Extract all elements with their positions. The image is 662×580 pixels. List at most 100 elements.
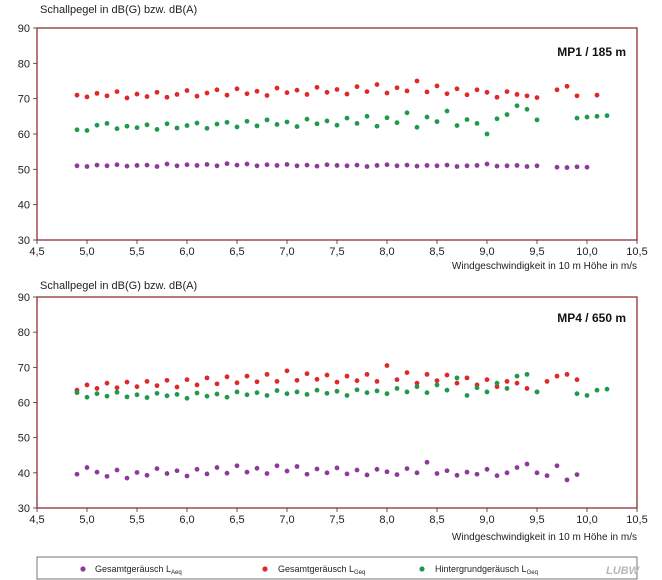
data-point <box>114 89 120 94</box>
data-point <box>374 123 380 129</box>
data-point <box>414 124 420 130</box>
data-point <box>144 379 150 384</box>
data-point <box>454 123 460 128</box>
data-point <box>514 465 520 470</box>
data-point <box>294 124 300 129</box>
data-point <box>384 363 390 368</box>
data-point <box>234 389 240 395</box>
x-tick-label: 6,5 <box>229 514 244 526</box>
data-point <box>314 163 320 169</box>
data-point <box>234 124 240 130</box>
legend-marker <box>262 566 268 572</box>
data-point <box>94 122 100 128</box>
data-point <box>514 373 520 379</box>
data-point <box>134 91 140 97</box>
data-point <box>484 131 490 137</box>
data-point <box>454 375 460 381</box>
panel-mp1: Schallpegel in dB(G) bzw. dB(A) MP1 / 18… <box>18 4 648 272</box>
data-point <box>154 89 160 95</box>
data-point <box>204 161 210 167</box>
x-tick-label: 9,5 <box>529 514 544 526</box>
data-point <box>294 389 300 395</box>
data-point <box>424 89 430 95</box>
x-tick-label: 7,5 <box>329 246 344 258</box>
y-tick-label: 90 <box>18 292 30 304</box>
data-point <box>334 163 340 168</box>
data-point <box>104 93 110 99</box>
data-point <box>314 84 320 90</box>
data-point <box>444 91 450 97</box>
x-tick-label: 9,5 <box>529 246 544 258</box>
data-point <box>394 120 400 126</box>
x-tick-label: 10,0 <box>576 514 597 526</box>
panel-title: MP4 / 650 m <box>557 311 626 325</box>
data-point <box>264 93 270 98</box>
data-point <box>214 121 220 127</box>
data-point <box>74 127 80 133</box>
data-point <box>164 393 170 399</box>
data-point <box>154 127 160 132</box>
data-point <box>344 471 350 477</box>
data-point <box>424 390 430 396</box>
data-point <box>254 390 260 396</box>
data-point <box>474 121 480 126</box>
data-point <box>314 387 320 393</box>
data-point <box>374 388 380 394</box>
data-point <box>534 95 540 101</box>
data-point <box>574 377 580 383</box>
data-point <box>364 89 370 94</box>
data-point <box>474 471 480 477</box>
data-point <box>104 393 110 399</box>
data-point <box>284 119 290 125</box>
data-point <box>84 465 90 470</box>
data-point <box>534 117 540 123</box>
data-point <box>364 371 370 377</box>
x-tick-label: 8,5 <box>429 246 444 258</box>
data-point <box>114 467 120 473</box>
x-tick-label: 10,0 <box>576 246 597 258</box>
data-point <box>154 383 160 389</box>
data-point <box>524 164 530 169</box>
y-tick-label: 40 <box>18 200 30 212</box>
data-point <box>374 466 380 472</box>
data-point <box>134 125 140 131</box>
y-tick-label: 70 <box>18 94 30 106</box>
data-point <box>304 392 310 397</box>
data-point <box>304 116 310 122</box>
data-point <box>214 465 220 470</box>
plot-frame <box>36 27 638 241</box>
data-point <box>94 90 100 96</box>
data-point <box>464 469 470 475</box>
data-point <box>114 389 120 395</box>
y-tick-label: 30 <box>18 503 30 515</box>
data-point <box>84 382 90 388</box>
data-point <box>564 477 570 483</box>
x-tick-label: 6,5 <box>229 246 244 258</box>
data-point <box>344 393 350 398</box>
data-point <box>584 114 590 120</box>
data-point <box>314 466 320 472</box>
data-point <box>374 163 380 168</box>
data-point <box>184 377 190 383</box>
data-point <box>184 395 190 401</box>
data-point <box>254 379 260 385</box>
data-point <box>424 459 430 465</box>
data-point <box>134 163 140 168</box>
data-point <box>444 468 450 474</box>
data-point <box>524 386 530 391</box>
data-point <box>404 370 410 376</box>
data-point <box>494 473 500 479</box>
data-point <box>434 378 440 384</box>
data-point <box>214 87 220 93</box>
y-tick-label: 60 <box>18 129 30 141</box>
data-point <box>454 380 460 386</box>
data-point <box>304 371 310 377</box>
data-point <box>274 388 280 393</box>
data-point <box>354 387 360 393</box>
data-point <box>584 393 590 398</box>
data-point <box>244 161 250 167</box>
data-point <box>74 163 80 169</box>
data-point <box>124 123 130 129</box>
data-point <box>144 472 150 478</box>
data-point <box>344 115 350 121</box>
